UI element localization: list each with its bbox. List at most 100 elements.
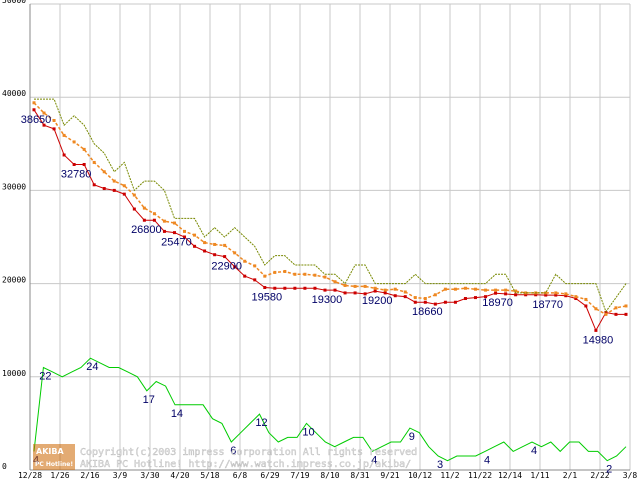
count-data-label: 17	[143, 394, 155, 406]
count-data-label: 9	[409, 431, 415, 443]
price-avg-point	[594, 307, 598, 311]
price-avg-point	[403, 290, 407, 294]
price-min-point	[223, 255, 227, 259]
price-min-point	[263, 286, 267, 290]
price-data-label: 14980	[583, 334, 614, 346]
price-min-point	[183, 235, 187, 239]
price-avg-point	[203, 241, 207, 245]
price-avg-point	[463, 286, 467, 290]
price-min-point	[433, 302, 437, 306]
y-tick-label: 20000	[2, 276, 26, 285]
price-min-point	[574, 297, 578, 301]
price-avg-point	[92, 160, 96, 164]
price-min-point	[514, 293, 518, 297]
price-min-point	[484, 295, 488, 299]
price-avg-point	[443, 287, 447, 291]
price-avg-point	[363, 284, 367, 288]
price-avg-point	[283, 269, 287, 273]
price-min-point	[463, 297, 467, 301]
price-min-point	[293, 286, 297, 290]
price-avg-point	[393, 287, 397, 291]
price-avg-point	[62, 133, 66, 137]
logo-top-text: AKIBA	[36, 447, 64, 456]
count-data-label: 4	[484, 454, 490, 466]
price-avg-point	[624, 304, 628, 308]
price-avg-point	[514, 289, 518, 293]
watermark: AKIBA PC Hotline! Copyright(c)2003 impre…	[33, 444, 417, 470]
price-data-label: 32780	[61, 168, 92, 180]
price-avg-point	[614, 306, 618, 310]
price-min-point	[614, 312, 618, 316]
price-data-label: 26800	[131, 224, 162, 236]
price-avg-point	[494, 288, 498, 292]
price-avg-point	[243, 259, 247, 263]
price-min-point	[453, 300, 457, 304]
x-tick-label: 11/2	[440, 471, 459, 480]
price-min-point	[554, 293, 558, 297]
price-avg-point	[122, 184, 126, 188]
x-tick-label: 5/18	[200, 471, 219, 480]
price-data-label: 18970	[482, 297, 513, 309]
price-data-label: 38650	[21, 114, 52, 126]
x-tick-label: 12/28	[18, 471, 42, 480]
price-min-point	[102, 187, 106, 191]
price-avg-point	[343, 283, 347, 287]
price-avg-point	[32, 101, 36, 105]
shop-count-line	[33, 357, 627, 462]
x-tick-label: 2/16	[80, 471, 99, 480]
price-avg-point	[554, 291, 558, 295]
x-tick-label: 3/8	[623, 471, 638, 480]
price-avg-point	[82, 147, 86, 151]
price-avg-point	[433, 293, 437, 297]
x-tick-label: 1/11	[530, 471, 549, 480]
price-avg-point	[323, 275, 327, 279]
price-min-point	[534, 293, 538, 297]
x-tick-label: 3/30	[140, 471, 159, 480]
price-min-point	[213, 253, 217, 257]
price-min-point	[303, 286, 307, 290]
x-tick-label: 11/22	[468, 471, 492, 480]
price-avg-point	[574, 295, 578, 299]
price-avg-point	[413, 296, 417, 300]
y-tick-label: 30000	[2, 182, 26, 191]
price-avg-point	[223, 243, 227, 247]
x-tick-label: 2/22	[590, 471, 609, 480]
count-data-label: 24	[86, 361, 98, 373]
price-data-label: 19580	[251, 292, 282, 304]
y-tick-label: 10000	[2, 369, 26, 378]
x-tick-label: 10/12	[408, 471, 432, 480]
count-data-label: 4	[531, 445, 537, 457]
x-tick-label: 3/9	[113, 471, 128, 480]
y-tick-label: 0	[2, 462, 7, 471]
price-min-point	[544, 293, 548, 297]
price-avg-point	[132, 193, 136, 197]
price-min-point	[92, 183, 96, 187]
price-avg-point	[253, 264, 257, 268]
price-min-point	[393, 294, 397, 298]
grid	[29, 3, 631, 471]
price-avg-point	[524, 291, 528, 295]
price-data-label: 25470	[161, 237, 192, 249]
price-avg-point	[142, 206, 146, 210]
x-tick-label: 8/10	[320, 471, 339, 480]
price-min-point	[52, 127, 56, 131]
price-min-point	[132, 207, 136, 211]
price-avg-point	[152, 212, 156, 216]
price-min-point	[403, 295, 407, 299]
akiba-logo	[33, 444, 75, 470]
price-avg-point	[373, 286, 377, 290]
price-min-point	[343, 291, 347, 295]
price-avg-point	[112, 179, 116, 183]
logo-bottom-text: PC Hotline!	[35, 461, 73, 468]
price-min-point	[594, 328, 598, 332]
price-min-point	[383, 291, 387, 295]
x-tick-label: 12/14	[498, 471, 522, 480]
price-max-line	[34, 98, 627, 313]
price-avg-point	[564, 292, 568, 296]
x-tick-label: 2/1	[563, 471, 578, 480]
price-avg-point	[383, 288, 387, 292]
price-min-point	[273, 286, 277, 290]
y-tick-label: 40000	[2, 89, 26, 98]
price-avg-point	[604, 312, 608, 316]
